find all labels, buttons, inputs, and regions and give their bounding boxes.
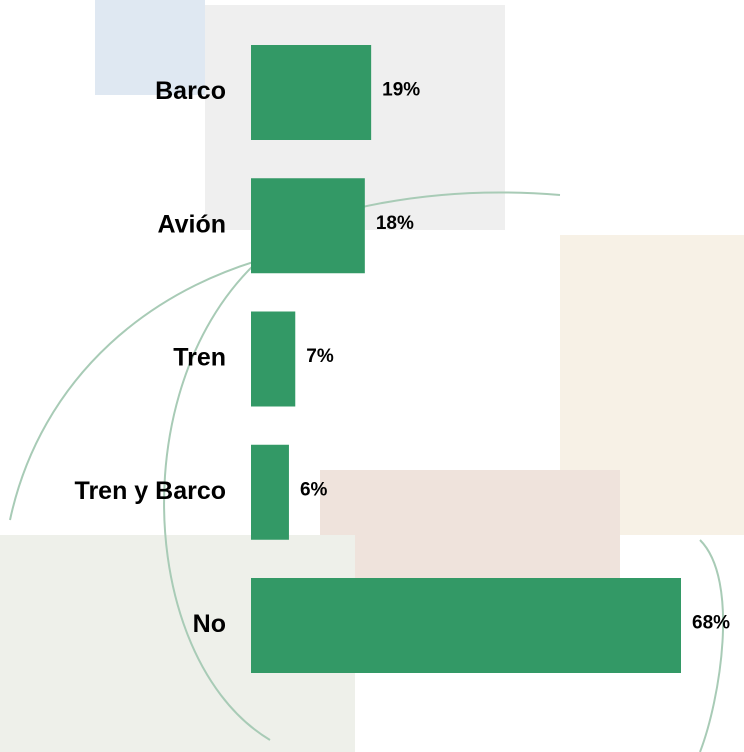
category-label: Avión <box>157 210 226 238</box>
value-label: 68% <box>692 613 730 634</box>
bar <box>251 578 681 673</box>
bar <box>251 445 289 540</box>
value-label: 7% <box>306 346 334 367</box>
value-label: 19% <box>382 80 420 101</box>
bar <box>251 45 371 140</box>
category-label: Barco <box>155 77 226 105</box>
category-label: No <box>193 610 226 638</box>
category-label: Tren y Barco <box>75 477 226 505</box>
chart: Barco 19% Avión 18% Tren 7% Tren y Barco 6% No 68… <box>0 0 744 752</box>
value-label: 18% <box>376 213 414 234</box>
category-label: Tren <box>173 344 226 372</box>
value-label: 6% <box>300 479 328 500</box>
bar <box>251 312 295 407</box>
bar <box>251 178 365 273</box>
